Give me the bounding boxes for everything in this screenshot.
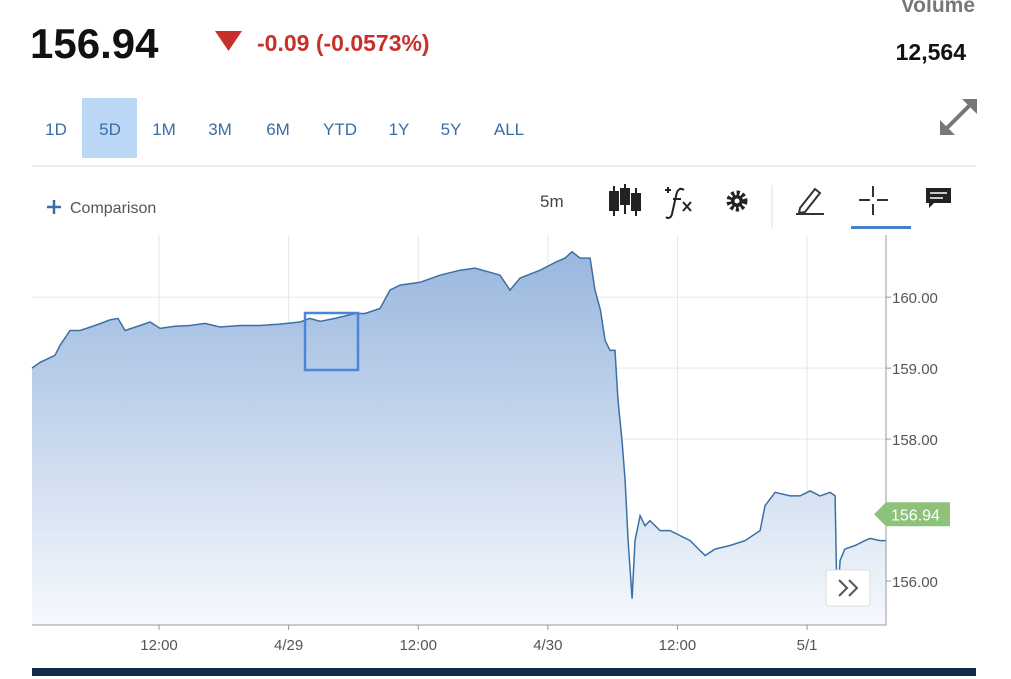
volume-label: Volume: [901, 0, 975, 17]
indicators-icon[interactable]: [665, 187, 692, 219]
y-tick-label: 159.00: [892, 361, 938, 378]
x-tick-label: 12:00: [140, 637, 178, 654]
range-tab[interactable]: 1M: [152, 120, 176, 139]
crosshair-icon[interactable]: [859, 186, 888, 215]
selected-tab: [82, 98, 137, 158]
comment-icon[interactable]: [926, 188, 951, 208]
x-tick-label: 4/29: [274, 637, 303, 654]
range-tab[interactable]: 6M: [266, 120, 290, 139]
x-tick-label: 12:00: [399, 637, 437, 654]
last-price-label: 156.94: [891, 507, 940, 524]
draw-icon[interactable]: [796, 187, 824, 215]
highlight-box: [303, 311, 360, 372]
range-tab[interactable]: YTD: [323, 120, 357, 139]
price-area: [32, 251, 886, 625]
comparison-button[interactable]: Comparison: [47, 200, 156, 217]
range-tab[interactable]: 5Y: [441, 120, 462, 139]
price-line: [31, 250, 886, 606]
volume: 12,564: [896, 39, 967, 65]
range-tab[interactable]: 1Y: [389, 120, 410, 139]
y-tick-label: 160.00: [892, 290, 938, 307]
price-change: -0.09 (-0.0573%): [257, 30, 430, 56]
price: 156.94: [30, 20, 159, 67]
x-tick-label: 12:00: [659, 637, 697, 654]
active-underline: [851, 226, 911, 229]
range-tab[interactable]: 5D: [99, 120, 121, 139]
y-tick-label: 158.00: [892, 432, 938, 449]
range-tabs: 1D 5D 1M 3M 6M YTD 1Y 5Y ALL: [45, 98, 524, 158]
footer-bar: [32, 668, 976, 676]
range-tab[interactable]: 1D: [45, 120, 67, 139]
range-tab[interactable]: 3M: [208, 120, 232, 139]
last-price-marker: [874, 502, 950, 527]
expand-icon[interactable]: [940, 99, 977, 135]
candles-icon[interactable]: [609, 184, 641, 216]
comparison-label: Comparison: [70, 200, 156, 217]
y-tick-label: 156.00: [892, 574, 938, 591]
down-arrow: [215, 31, 242, 51]
x-tick-label: 4/30: [533, 637, 562, 654]
settings-icon[interactable]: [726, 190, 748, 212]
scroll-button[interactable]: [825, 569, 871, 607]
plot: 156.00 158.00 159.00 160.00 12:00 4/29 12:00 4/…: [31, 235, 950, 654]
interval[interactable]: 5m: [540, 192, 564, 211]
range-tab[interactable]: ALL: [494, 120, 524, 139]
x-tick-label: 5/1: [797, 637, 818, 654]
